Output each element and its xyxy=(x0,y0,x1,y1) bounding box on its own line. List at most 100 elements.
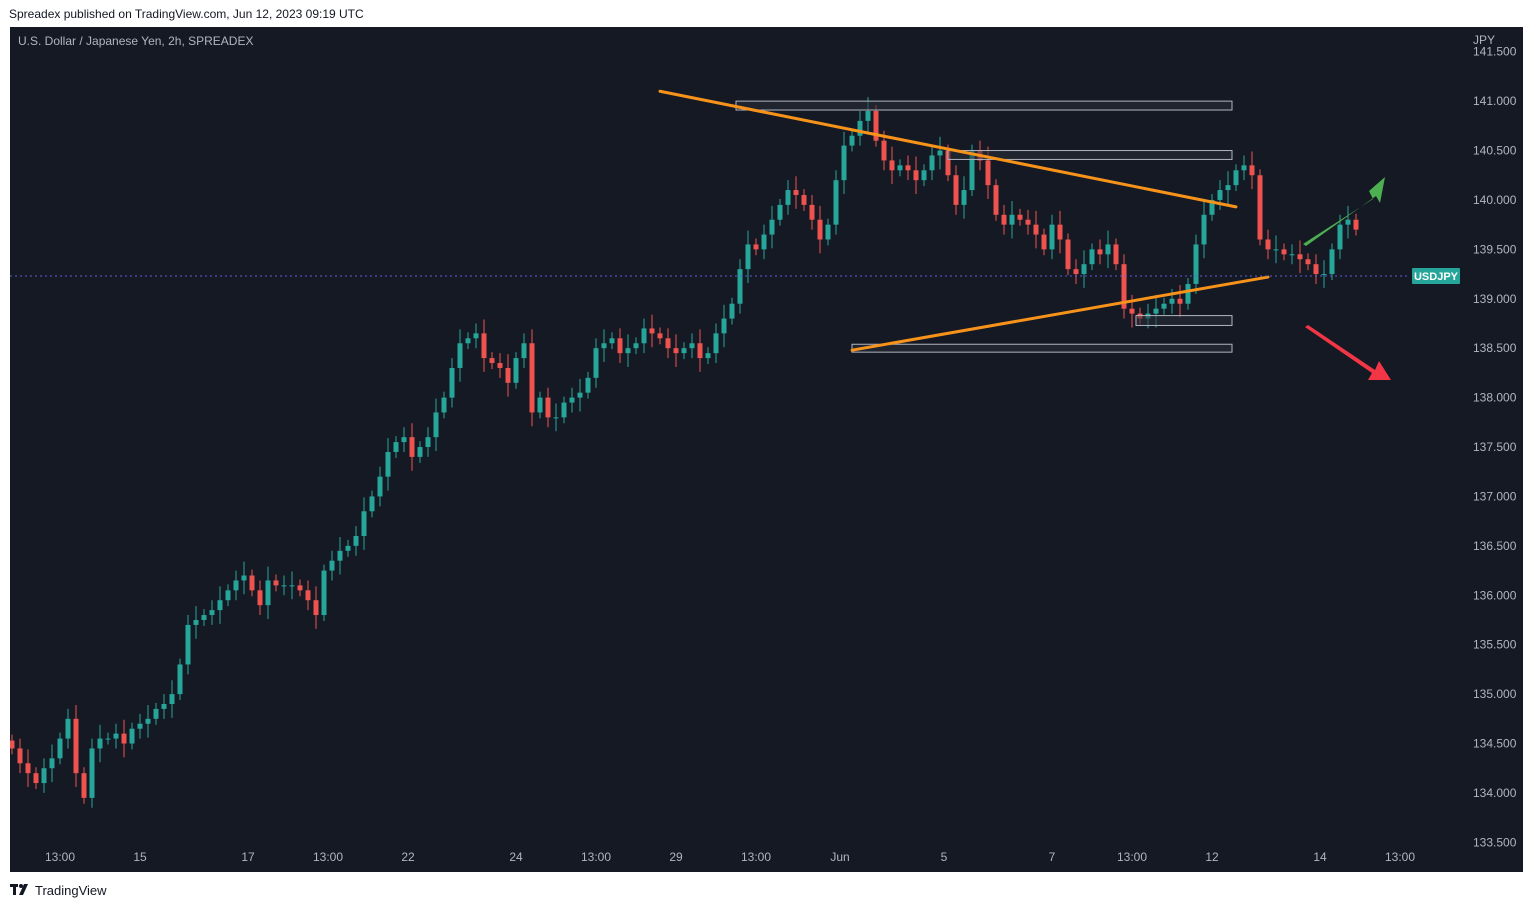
candle-body xyxy=(849,135,855,146)
candle-body xyxy=(273,580,279,586)
candle-body xyxy=(161,703,167,709)
candle-body xyxy=(1025,219,1031,225)
candle-body xyxy=(265,580,271,606)
level-zone[interactable] xyxy=(1135,315,1233,326)
candle-body xyxy=(73,718,79,774)
candle-body xyxy=(41,768,47,784)
y-tick-label: 139.000 xyxy=(1473,292,1517,306)
candle-body xyxy=(329,560,335,571)
y-tick-label: 136.500 xyxy=(1473,539,1517,553)
candle-body xyxy=(1113,244,1119,265)
candle-body xyxy=(497,363,503,368)
candle-body xyxy=(481,333,487,359)
candle-body xyxy=(969,150,975,191)
candle-body xyxy=(881,140,887,161)
candlestick-chart[interactable]: U.S. Dollar / Japanese Yen, 2h, SPREADEX… xyxy=(10,27,1523,872)
candle-body xyxy=(601,343,607,349)
candle-body xyxy=(1337,224,1343,250)
candle-body xyxy=(553,417,559,419)
chart-background xyxy=(10,27,1523,872)
candle-body xyxy=(361,511,367,536)
level-zone[interactable] xyxy=(735,100,1233,111)
level-zone[interactable] xyxy=(851,343,1233,353)
candle-body xyxy=(1321,274,1327,276)
candle-body xyxy=(953,175,959,205)
candle-body xyxy=(617,338,623,354)
x-tick-label: 7 xyxy=(1049,850,1056,864)
candle-body xyxy=(593,348,599,378)
candle-body xyxy=(825,224,831,240)
candle-body xyxy=(905,165,911,171)
currency-label: JPY xyxy=(1473,33,1495,47)
x-tick-label: 15 xyxy=(133,850,147,864)
candle-body xyxy=(137,723,143,729)
candle-body xyxy=(249,575,255,591)
y-tick-label: 137.000 xyxy=(1473,489,1517,503)
symbol-price-tag[interactable]: USDJPY xyxy=(1412,268,1460,285)
candle-body xyxy=(193,619,199,625)
x-tick-label: 13:00 xyxy=(313,850,343,864)
candle-body xyxy=(673,348,679,354)
candle-body xyxy=(1265,239,1271,250)
candle-body xyxy=(57,738,63,759)
candle-body xyxy=(1017,214,1023,220)
y-tick-label: 136.000 xyxy=(1473,588,1517,602)
candle-body xyxy=(713,333,719,354)
arrows-layer xyxy=(1303,177,1391,380)
candle-body xyxy=(561,402,567,418)
chart-panel[interactable]: U.S. Dollar / Japanese Yen, 2h, SPREADEX… xyxy=(10,27,1523,872)
x-tick-label: 13:00 xyxy=(1385,850,1415,864)
trendline-lower[interactable] xyxy=(850,275,1270,352)
candle-body xyxy=(401,437,407,443)
chart-title: U.S. Dollar / Japanese Yen, 2h, SPREADEX xyxy=(18,34,253,48)
trendline-upper[interactable] xyxy=(658,89,1238,209)
candle-body xyxy=(1041,234,1047,250)
candle-body xyxy=(217,600,223,611)
tradingview-logo-icon xyxy=(10,884,28,895)
candle-body xyxy=(1289,254,1295,256)
candle-body xyxy=(49,758,55,769)
candle-body xyxy=(1345,219,1351,225)
level-zone[interactable] xyxy=(947,150,1233,160)
candle-body xyxy=(105,738,111,740)
candle-body xyxy=(257,590,263,606)
candle-body xyxy=(809,204,815,220)
candle-body xyxy=(569,397,575,403)
candle-body xyxy=(681,348,687,354)
candle-body xyxy=(985,160,991,186)
candle-body xyxy=(1241,165,1247,171)
candle-body xyxy=(889,160,895,171)
candle-body xyxy=(1209,199,1215,215)
candle-body xyxy=(513,358,519,383)
y-tick-label: 140.000 xyxy=(1473,193,1517,207)
candle-body xyxy=(801,195,807,205)
arrow-up-right-icon xyxy=(1303,177,1385,246)
candle-body xyxy=(913,170,919,181)
candle-body xyxy=(729,303,735,319)
candle-body xyxy=(153,708,159,719)
candle-body xyxy=(201,615,207,620)
candle-body xyxy=(897,165,903,171)
candle-body xyxy=(1153,308,1159,314)
x-tick-label: 13:00 xyxy=(581,850,611,864)
candle-body xyxy=(577,392,583,398)
candle-body xyxy=(865,111,871,121)
candle-body xyxy=(505,367,511,383)
candle-body xyxy=(1201,214,1207,245)
candle-body xyxy=(97,738,103,749)
candle-body xyxy=(233,580,239,591)
candle-body xyxy=(1281,249,1287,255)
x-tick-label: 17 xyxy=(241,850,255,864)
candle-body xyxy=(1193,244,1199,284)
candle-body xyxy=(961,190,967,205)
candle-body xyxy=(697,343,703,359)
candle-body xyxy=(1089,249,1095,265)
y-tick-label: 135.000 xyxy=(1473,687,1517,701)
candle-body xyxy=(113,733,119,739)
x-tick-label: 14 xyxy=(1313,850,1327,864)
y-tick-label: 138.500 xyxy=(1473,341,1517,355)
candle-body xyxy=(449,367,455,398)
candle-body xyxy=(769,219,775,235)
candle-body xyxy=(225,590,231,601)
candle-body xyxy=(609,338,615,344)
